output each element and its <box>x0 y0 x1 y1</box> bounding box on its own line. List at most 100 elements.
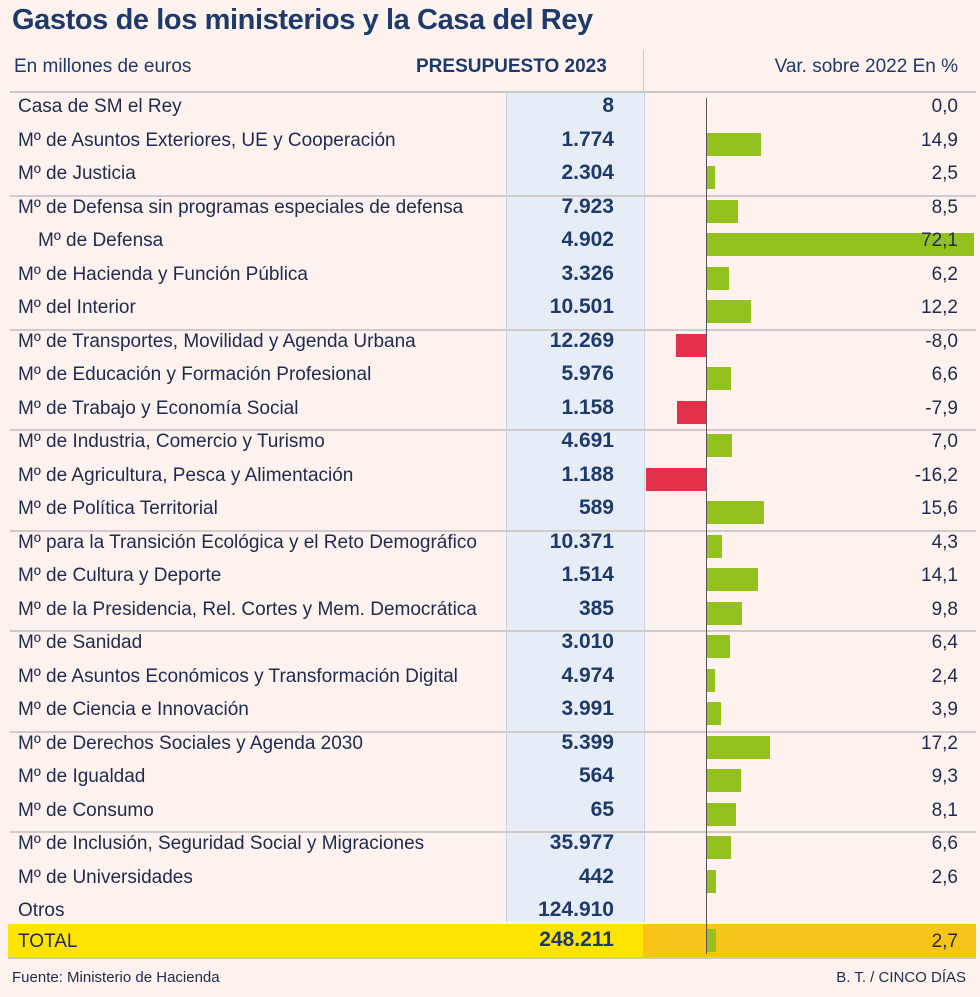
row-label: Mº para la Transición Ecológica y el Ret… <box>18 531 477 553</box>
row-variation-value: -16,2 <box>914 464 958 486</box>
row-variation-value: 2,6 <box>931 866 958 888</box>
row-label: Mº de Cultura y Deporte <box>18 565 222 586</box>
row-budget-value: 10.501 <box>549 295 614 318</box>
variation-bar <box>706 869 716 893</box>
row-budget-value: 35.977 <box>549 831 614 854</box>
row-label: Mº de Igualdad <box>18 766 146 787</box>
row-variation-value: 14,9 <box>921 129 958 151</box>
variation-bar <box>706 601 743 625</box>
budget-column-header: PRESUPUESTO 2023 <box>416 56 607 77</box>
variation-bar <box>706 132 762 156</box>
total-label: TOTAL <box>18 931 78 952</box>
row-variation-value: 17,2 <box>921 732 958 754</box>
row-budget-value: 1.514 <box>561 563 614 586</box>
row-budget-value: 5.976 <box>561 362 614 385</box>
row-budget-value: 124.910 <box>538 898 614 921</box>
variation-bar <box>706 233 975 256</box>
row-label: Casa de SM el Rey <box>18 96 182 117</box>
row-variation-value: 9,8 <box>931 598 958 620</box>
row-budget-value: 385 <box>578 596 614 620</box>
row-label: Mº de Derechos Sociales y Agenda 2030 <box>18 732 363 754</box>
row-budget-value: 2.304 <box>561 161 614 184</box>
row-budget-value: 1.158 <box>561 395 614 419</box>
row-budget-value: 3.326 <box>561 261 614 285</box>
row-label: Mº de Trabajo y Economía Social <box>18 397 299 419</box>
row-label: Mº de Justicia <box>18 163 136 184</box>
group-separator <box>10 730 976 733</box>
group-separator <box>10 630 976 632</box>
row-budget-value: 8 <box>602 94 614 117</box>
variation-bar <box>706 802 737 826</box>
variation-bar <box>706 367 731 390</box>
total-row-band-right <box>643 924 976 958</box>
total-variation-bar <box>706 929 717 952</box>
row-variation-value: 8,1 <box>931 799 958 821</box>
total-variation-value: 2,7 <box>931 931 958 952</box>
row-label: Mº de Consumo <box>18 799 154 821</box>
row-label: Mº de Asuntos Económicos y Transformació… <box>18 665 458 687</box>
row-variation-value: 72,1 <box>921 230 958 251</box>
row-variation-value: 6,4 <box>931 632 958 653</box>
row-budget-value: 564 <box>578 764 614 787</box>
variation-bar <box>706 266 730 290</box>
row-budget-value: 4.974 <box>561 663 614 687</box>
row-budget-value: 3.010 <box>561 630 614 653</box>
header-rule <box>10 91 976 93</box>
row-budget-value: 7.923 <box>561 194 614 218</box>
row-variation-value: -8,0 <box>925 330 958 352</box>
row-label: Mº de Política Territorial <box>18 498 218 519</box>
row-variation-value: 2,4 <box>931 665 958 687</box>
budget-column-background <box>506 92 645 922</box>
row-variation-value: 8,5 <box>931 196 958 218</box>
row-label: Mº de Defensa sin programas especiales d… <box>18 196 464 218</box>
row-variation-value: 15,6 <box>921 498 958 519</box>
group-separator <box>10 429 976 431</box>
row-label: Mº de la Presidencia, Rel. Cortes y Mem.… <box>18 598 477 620</box>
variation-bar <box>706 735 770 759</box>
row-variation-value: 12,2 <box>921 297 958 318</box>
credit-note: B. T. / CINCO DÍAS <box>836 969 966 986</box>
variation-bar <box>706 166 716 189</box>
variation-bar <box>706 635 730 658</box>
row-variation-value: 3,9 <box>931 699 958 720</box>
row-variation-value: 9,3 <box>931 766 958 787</box>
variation-bar <box>706 300 752 323</box>
variation-bar <box>706 568 759 591</box>
total-budget-value: 248.211 <box>539 928 614 951</box>
variation-column-header: Var. sobre 2022 En % <box>774 56 958 77</box>
row-budget-value: 4.691 <box>561 429 614 452</box>
row-budget-value: 65 <box>590 797 614 821</box>
row-label: Mº de Industria, Comercio y Turismo <box>18 431 325 452</box>
row-label: Mº de Defensa <box>38 230 164 251</box>
row-variation-value: 4,3 <box>931 531 958 553</box>
group-separator <box>10 831 976 833</box>
row-budget-value: 10.371 <box>549 529 614 553</box>
variation-bar <box>676 333 706 357</box>
total-row-rule <box>8 957 976 959</box>
row-label: Mº de Inclusión, Seguridad Social y Migr… <box>18 833 425 854</box>
variation-bar <box>645 467 706 491</box>
row-label: Mº de Transportes, Movilidad y Agenda Ur… <box>18 330 416 352</box>
row-budget-value: 12.269 <box>549 328 614 352</box>
row-budget-value: 4.902 <box>561 228 614 251</box>
row-label: Mº de Sanidad <box>18 632 143 653</box>
group-separator <box>10 194 976 197</box>
row-label: Mº de Agricultura, Pesca y Alimentación <box>18 464 354 486</box>
row-label: Otros <box>18 900 65 921</box>
variation-bar <box>706 668 715 692</box>
row-budget-value: 589 <box>578 496 614 519</box>
header-divider <box>643 50 644 92</box>
unit-label: En millones de euros <box>14 56 192 77</box>
row-variation-value: 0,0 <box>931 96 958 117</box>
source-note: Fuente: Ministerio de Hacienda <box>12 969 220 986</box>
row-variation-value: 7,0 <box>931 431 958 452</box>
variation-bar <box>706 769 741 792</box>
row-variation-value: -7,9 <box>925 397 958 419</box>
group-separator <box>10 529 976 532</box>
variation-bar <box>706 199 738 223</box>
variation-bar <box>706 434 733 457</box>
row-variation-value: 14,1 <box>921 565 958 586</box>
row-budget-value: 442 <box>578 864 614 888</box>
row-variation-value: 6,6 <box>931 833 958 854</box>
row-label: Mº de Hacienda y Función Pública <box>18 263 308 285</box>
